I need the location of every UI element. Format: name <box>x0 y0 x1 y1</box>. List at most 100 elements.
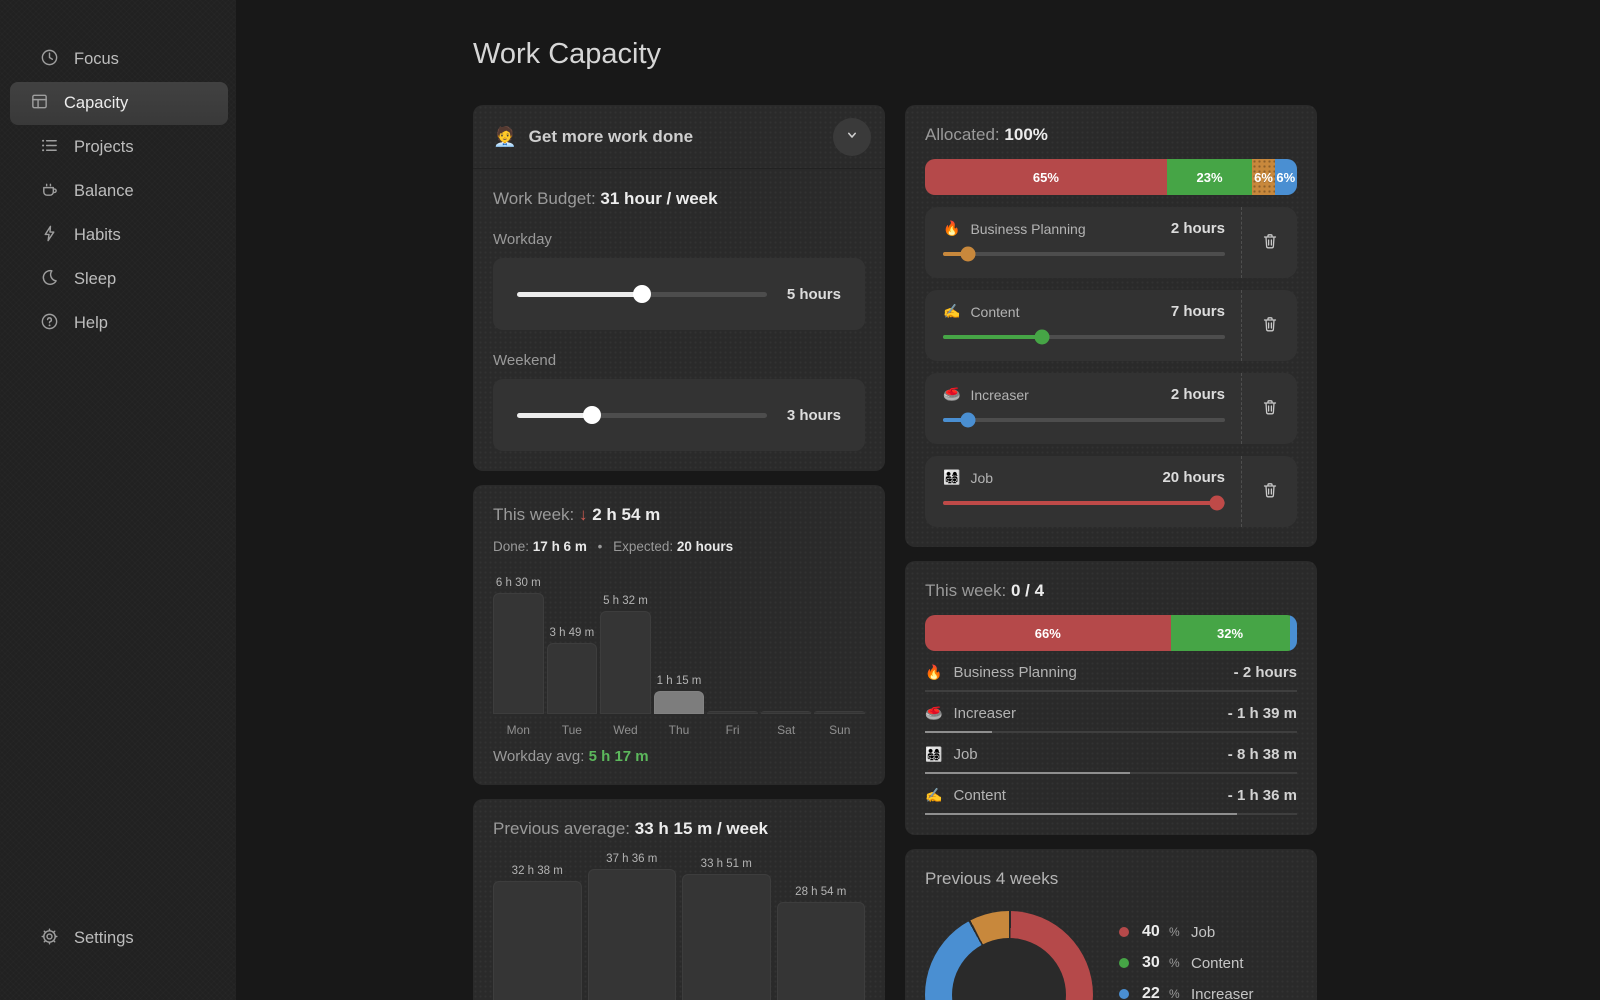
coach-expand-button[interactable] <box>833 117 871 156</box>
bolt-icon <box>40 224 59 248</box>
delete-content-button[interactable] <box>1254 308 1286 343</box>
chart-bar <box>707 711 758 714</box>
allocation-hours: 2 hours <box>1170 220 1225 237</box>
chart-bar <box>600 611 651 714</box>
week-row-delta: - 1 h 36 m <box>1227 787 1297 804</box>
slider-thumb[interactable] <box>960 412 976 428</box>
trash-icon <box>1260 400 1280 420</box>
chart-bar <box>653 690 705 714</box>
allocation-hours: 20 hours <box>1162 469 1225 486</box>
left-column: 🧑‍💼 Get more work done Work Budget: 31 h… <box>473 105 885 1000</box>
delete-increaser-button[interactable] <box>1254 391 1286 426</box>
slider-thumb[interactable] <box>1034 329 1050 345</box>
sidebar-item-capacity[interactable]: Capacity <box>10 82 228 125</box>
increaser-slider[interactable] <box>943 411 1225 429</box>
chart-bar <box>682 874 771 1000</box>
allocated-label: Allocated: <box>925 125 1000 144</box>
progress-bar <box>925 813 1297 815</box>
done-expected-line: Done: 17 h 6 m • Expected: 20 hours <box>493 539 865 554</box>
previous-4-weeks-donut-chart <box>925 911 1093 1000</box>
previous-4-weeks-card: Previous 4 weeks 40 % Job 30 % <box>905 849 1317 1000</box>
bar-segment: 32% <box>1170 615 1290 651</box>
coach-header: 🧑‍💼 Get more work done <box>473 105 885 169</box>
chart-bar <box>776 902 865 1000</box>
allocation-hours: 2 hours <box>1170 386 1225 403</box>
sidebar-item-label: Sleep <box>74 270 117 288</box>
week-row-label: Job <box>953 746 978 763</box>
previous-4-weeks-title: Previous 4 weeks <box>925 869 1059 888</box>
sidebar-item-label: Focus <box>74 50 119 68</box>
content-slider[interactable] <box>943 328 1225 346</box>
workday-value: 5 hours <box>786 285 841 303</box>
allocation-row: 👨‍👩‍👧‍👦 Job 20 hours <box>925 456 1297 527</box>
allocated-stacked-bar: 65% 23% 6% 6% <box>925 159 1297 195</box>
slider-thumb[interactable] <box>632 285 651 303</box>
chart-bar <box>493 593 544 714</box>
legend-dot <box>1119 989 1129 999</box>
job-slider[interactable] <box>943 494 1225 512</box>
bar-segment: 6% <box>1252 159 1275 195</box>
week-summary-card: This week: 0 / 4 66% 32% 🔥 Business Plann… <box>905 561 1317 835</box>
weekend-label: Weekend <box>493 352 557 369</box>
week-row-delta: - 1 h 39 m <box>1227 705 1297 722</box>
trash-icon <box>1260 317 1280 337</box>
sidebar-item-label: Habits <box>74 226 121 244</box>
workday-slider[interactable] <box>517 285 767 303</box>
previous-average-line: Previous average: 33 h 15 m / week <box>493 819 865 839</box>
legend-item: 22 % Increaser <box>1119 985 1297 1000</box>
business-planning-slider[interactable] <box>943 245 1225 263</box>
week-row: ✍️ Content - 1 h 36 m <box>925 787 1297 815</box>
sidebar-item-label: Settings <box>74 929 134 947</box>
gear-icon <box>40 927 59 951</box>
slider-thumb[interactable] <box>960 246 976 262</box>
week-summary-label: This week: <box>925 581 1007 600</box>
progress-bar <box>925 772 1297 774</box>
sidebar-item-label: Help <box>74 314 108 332</box>
delete-business-planning-button[interactable] <box>1254 225 1286 260</box>
work-budget-card: 🧑‍💼 Get more work done Work Budget: 31 h… <box>473 105 885 471</box>
coffee-icon <box>40 180 59 204</box>
sidebar-item-habits[interactable]: Habits <box>10 214 228 257</box>
allocation-row: ✍️ Content 7 hours <box>925 290 1297 361</box>
done-label: Done: <box>493 539 530 554</box>
chart-bar <box>814 711 866 714</box>
legend-dot <box>1119 958 1129 968</box>
previous-average-card: Previous average: 33 h 15 m / week 32 h … <box>473 799 885 1000</box>
sidebar-item-help[interactable]: Help <box>10 302 228 345</box>
slider-thumb[interactable] <box>1209 495 1225 511</box>
this-week-label: This week: <box>493 505 575 524</box>
previous-average-label: Previous average: <box>493 819 631 838</box>
work-budget-value: 31 hour / week <box>600 189 718 208</box>
legend-item: 30 % Content <box>1119 954 1297 972</box>
sidebar-item-settings[interactable]: Settings <box>10 917 228 960</box>
chevron-down-icon <box>844 127 860 146</box>
list-icon <box>40 136 59 160</box>
slider-thumb[interactable] <box>582 406 601 424</box>
week-row: 👨‍👩‍👧‍👦 Job - 8 h 38 m <box>925 746 1297 774</box>
sidebar-item-projects[interactable]: Projects <box>10 126 228 169</box>
done-value: 17 h 6 m <box>532 539 587 554</box>
legend-dot <box>1119 927 1129 937</box>
allocated-value: 100% <box>1004 125 1048 144</box>
chart-bar <box>493 881 582 1000</box>
fire-icon: 🔥 <box>925 664 943 680</box>
weekend-value: 3 hours <box>786 406 841 424</box>
chart-bar <box>587 869 676 1000</box>
sidebar-item-label: Projects <box>74 138 134 156</box>
delete-job-button[interactable] <box>1254 474 1286 509</box>
sidebar-item-balance[interactable]: Balance <box>10 170 228 213</box>
sidebar-item-focus[interactable]: Focus <box>10 38 228 81</box>
work-budget-label: Work Budget: <box>493 189 596 208</box>
weekend-slider-box: 3 hours <box>493 379 865 451</box>
week-row-delta: - 8 h 38 m <box>1227 746 1297 763</box>
trash-icon <box>1260 234 1280 254</box>
weekend-slider[interactable] <box>517 406 767 424</box>
workday-label: Workday <box>493 231 552 248</box>
curling-stone-icon: 🥌 <box>925 705 943 721</box>
allocation-label: Job <box>970 469 994 486</box>
week-stacked-bar: 66% 32% <box>925 615 1297 651</box>
sidebar-item-sleep[interactable]: Sleep <box>10 258 228 301</box>
week-summary-line: This week: 0 / 4 <box>925 581 1297 601</box>
week-row-label: Content <box>953 787 1006 804</box>
this-week-delta: 2 h 54 m <box>592 505 661 524</box>
